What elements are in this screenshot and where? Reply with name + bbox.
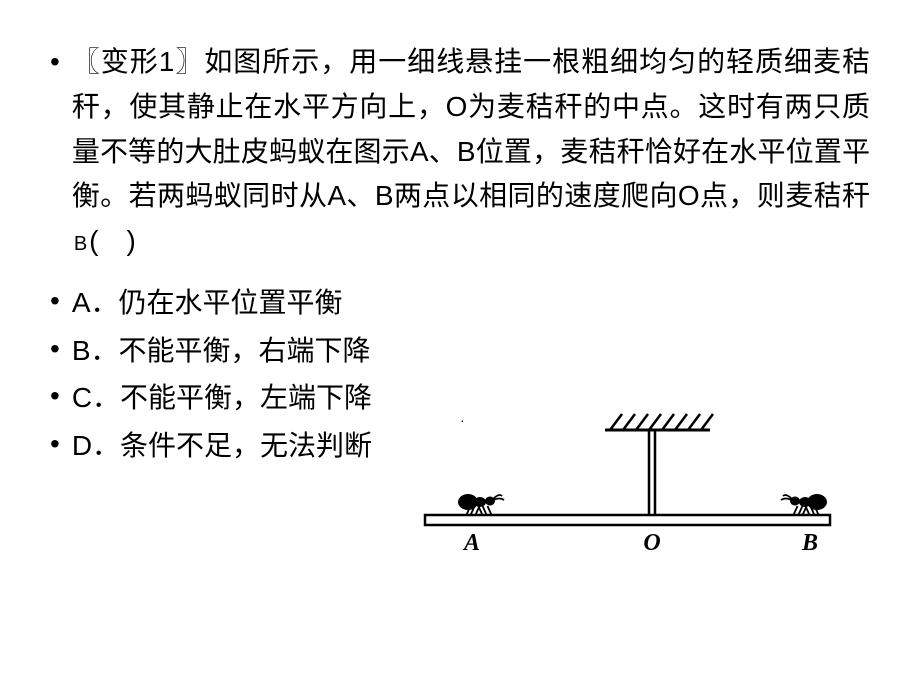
bullet-dot: • xyxy=(50,40,60,85)
bullet-dot: • xyxy=(50,327,60,372)
option-b-text: B．不能平衡，右端下降 xyxy=(72,327,371,375)
question-line: • 〖变形1〗如图所示，用一细线悬挂一根粗细均匀的轻质细麦秸秆，使其静止在水平方… xyxy=(50,40,870,264)
question-paren: ( ) xyxy=(89,225,136,256)
physics-diagram: AOB xyxy=(410,400,840,590)
svg-text:A: A xyxy=(462,530,480,556)
svg-text:B: B xyxy=(801,530,818,556)
bullet-dot: • xyxy=(50,422,60,467)
option-a-text: A．仍在水平位置平衡 xyxy=(72,279,343,327)
bullet-dot: • xyxy=(50,279,60,324)
option-c-text: C．不能平衡，左端下降 xyxy=(72,374,372,422)
bullet-dot: • xyxy=(50,374,60,419)
option-d-text: D．条件不足，无法判断 xyxy=(72,422,372,470)
option-a: • A．仍在水平位置平衡 xyxy=(50,279,870,327)
option-b: • B．不能平衡，右端下降 xyxy=(50,327,870,375)
svg-text:O: O xyxy=(643,530,660,556)
question-block: • 〖变形1〗如图所示，用一细线悬挂一根粗细均匀的轻质细麦秸秆，使其静止在水平方… xyxy=(50,40,870,264)
answer-marker: B xyxy=(74,233,87,255)
question-text: 〖变形1〗如图所示，用一细线悬挂一根粗细均匀的轻质细麦秸秆，使其静止在水平方向上… xyxy=(72,40,870,264)
slide-content: • 〖变形1〗如图所示，用一细线悬挂一根粗细均匀的轻质细麦秸秆，使其静止在水平方… xyxy=(50,40,870,469)
question-body: 〖变形1〗如图所示，用一细线悬挂一根粗细均匀的轻质细麦秸秆，使其静止在水平方向上… xyxy=(72,46,870,211)
